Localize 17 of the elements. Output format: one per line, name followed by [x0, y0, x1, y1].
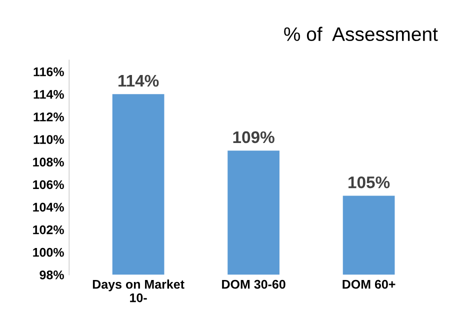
y-tick-label: 106%: [33, 180, 64, 190]
y-tick-label: 108%: [33, 158, 64, 167]
data-label: 109%: [233, 131, 274, 144]
data-label: 114%: [118, 74, 159, 87]
y-tick-label: 114%: [34, 90, 64, 99]
x-tick-label: DOM 60+: [342, 280, 396, 289]
data-label: 105%: [348, 176, 390, 188]
y-tick-label: 112%: [34, 112, 64, 122]
x-tick-label: DOM 30-60: [222, 280, 286, 289]
y-tick-label: 116%: [34, 67, 64, 76]
y-tick-label: 110%: [34, 135, 64, 144]
y-tick-label: 100%: [33, 248, 64, 257]
y-tick-label: 98%: [40, 270, 64, 280]
x-tick-label: Days on Market 10-: [92, 280, 184, 302]
chart-title: % of Assessment: [284, 26, 438, 42]
y-tick-label: 104%: [33, 202, 64, 212]
y-tick-label: 102%: [33, 225, 64, 234]
